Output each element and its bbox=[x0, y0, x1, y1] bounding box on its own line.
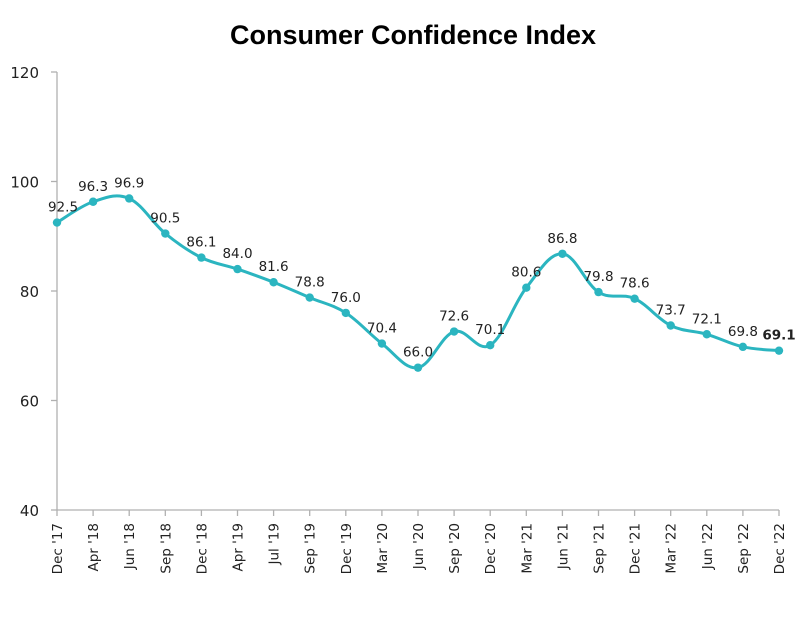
x-tick-label: Dec '21 bbox=[628, 523, 644, 574]
x-tick-label: Dec '19 bbox=[339, 523, 355, 574]
data-point bbox=[52, 218, 62, 227]
x-tick-label: Jun '22 bbox=[700, 523, 716, 570]
data-label: 92.5 bbox=[48, 200, 78, 216]
data-label: 78.8 bbox=[295, 275, 325, 291]
x-tick-label: Sep '22 bbox=[736, 523, 752, 574]
data-point bbox=[449, 327, 459, 336]
data-point bbox=[269, 278, 278, 287]
x-tick-label: Sep '20 bbox=[447, 523, 463, 574]
data-label: 70.4 bbox=[367, 321, 397, 337]
y-tick-label: 120 bbox=[10, 64, 39, 82]
data-label: 70.1 bbox=[475, 322, 505, 338]
y-tick-label: 100 bbox=[10, 174, 39, 192]
data-label: 76.0 bbox=[331, 290, 361, 306]
x-tick-label: Sep '18 bbox=[158, 523, 174, 574]
data-labels: 92.596.3 96.9 90.5 86.1 84.0 81.6 78.8 76.0 70.4… bbox=[48, 175, 796, 360]
x-tick-label: Jun '20 bbox=[411, 523, 427, 570]
data-point bbox=[161, 229, 170, 238]
x-tick-label: Dec '18 bbox=[194, 523, 210, 574]
x-tick-label: Jun '18 bbox=[122, 523, 138, 570]
data-point bbox=[558, 249, 567, 258]
x-tick-label: Jul '19 bbox=[267, 523, 283, 565]
data-point bbox=[738, 342, 748, 352]
data-point bbox=[305, 293, 314, 302]
data-point bbox=[197, 253, 206, 262]
data-point bbox=[125, 194, 134, 203]
data-label: 86.1 bbox=[186, 235, 216, 251]
data-point bbox=[486, 341, 495, 350]
data-point bbox=[233, 264, 242, 274]
y-tick-label: 80 bbox=[20, 283, 39, 301]
x-tick-label: Mar '21 bbox=[519, 523, 535, 574]
data-label: 84.0 bbox=[222, 246, 252, 262]
data-point bbox=[630, 294, 639, 303]
data-label: 66.0 bbox=[403, 345, 433, 361]
data-point bbox=[702, 330, 711, 339]
data-label: 69.1 bbox=[762, 328, 795, 344]
data-point bbox=[377, 339, 387, 348]
data-point bbox=[88, 197, 98, 206]
data-label: 90.5 bbox=[150, 211, 180, 227]
data-point bbox=[413, 363, 423, 372]
data-label: 96.3 bbox=[78, 179, 108, 195]
data-label: 72.1 bbox=[692, 311, 722, 327]
y-tick-label: 60 bbox=[20, 393, 39, 411]
data-label: 96.9 bbox=[114, 175, 144, 191]
data-label: 78.6 bbox=[620, 276, 650, 292]
x-tick-label: Mar '20 bbox=[375, 523, 391, 574]
x-tick-label: Sep '21 bbox=[592, 523, 608, 574]
chart-title: Consumer Confidence Index bbox=[230, 20, 596, 50]
data-point bbox=[666, 321, 675, 330]
data-label: 80.6 bbox=[511, 265, 541, 281]
x-tick-label: Dec '20 bbox=[483, 523, 499, 574]
data-point bbox=[522, 283, 531, 292]
data-points bbox=[52, 194, 784, 372]
x-tick-label: Dec '17 bbox=[50, 523, 66, 574]
x-tick-label: Dec '22 bbox=[772, 523, 788, 574]
x-tick-label: Sep '19 bbox=[303, 523, 319, 574]
data-point bbox=[774, 346, 784, 355]
data-point bbox=[594, 287, 603, 297]
data-label: 81.6 bbox=[259, 259, 289, 275]
x-tick-label: Mar '22 bbox=[664, 523, 680, 574]
data-label: 86.8 bbox=[547, 231, 577, 247]
data-label: 69.8 bbox=[728, 324, 758, 340]
y-tick-label: 40 bbox=[20, 502, 39, 520]
x-tick-label: Jun '21 bbox=[555, 523, 571, 570]
data-label: 72.6 bbox=[439, 309, 469, 325]
x-tick-label: Apr '18 bbox=[86, 523, 102, 572]
data-label: 73.7 bbox=[656, 302, 686, 318]
data-point bbox=[341, 308, 350, 318]
data-label: 79.8 bbox=[583, 269, 613, 285]
x-tick-label: Apr '19 bbox=[231, 523, 247, 572]
axes: 40 60 80 100 120 Dec '17 Apr '18 Jun '18 Sep '18… bbox=[10, 64, 788, 574]
